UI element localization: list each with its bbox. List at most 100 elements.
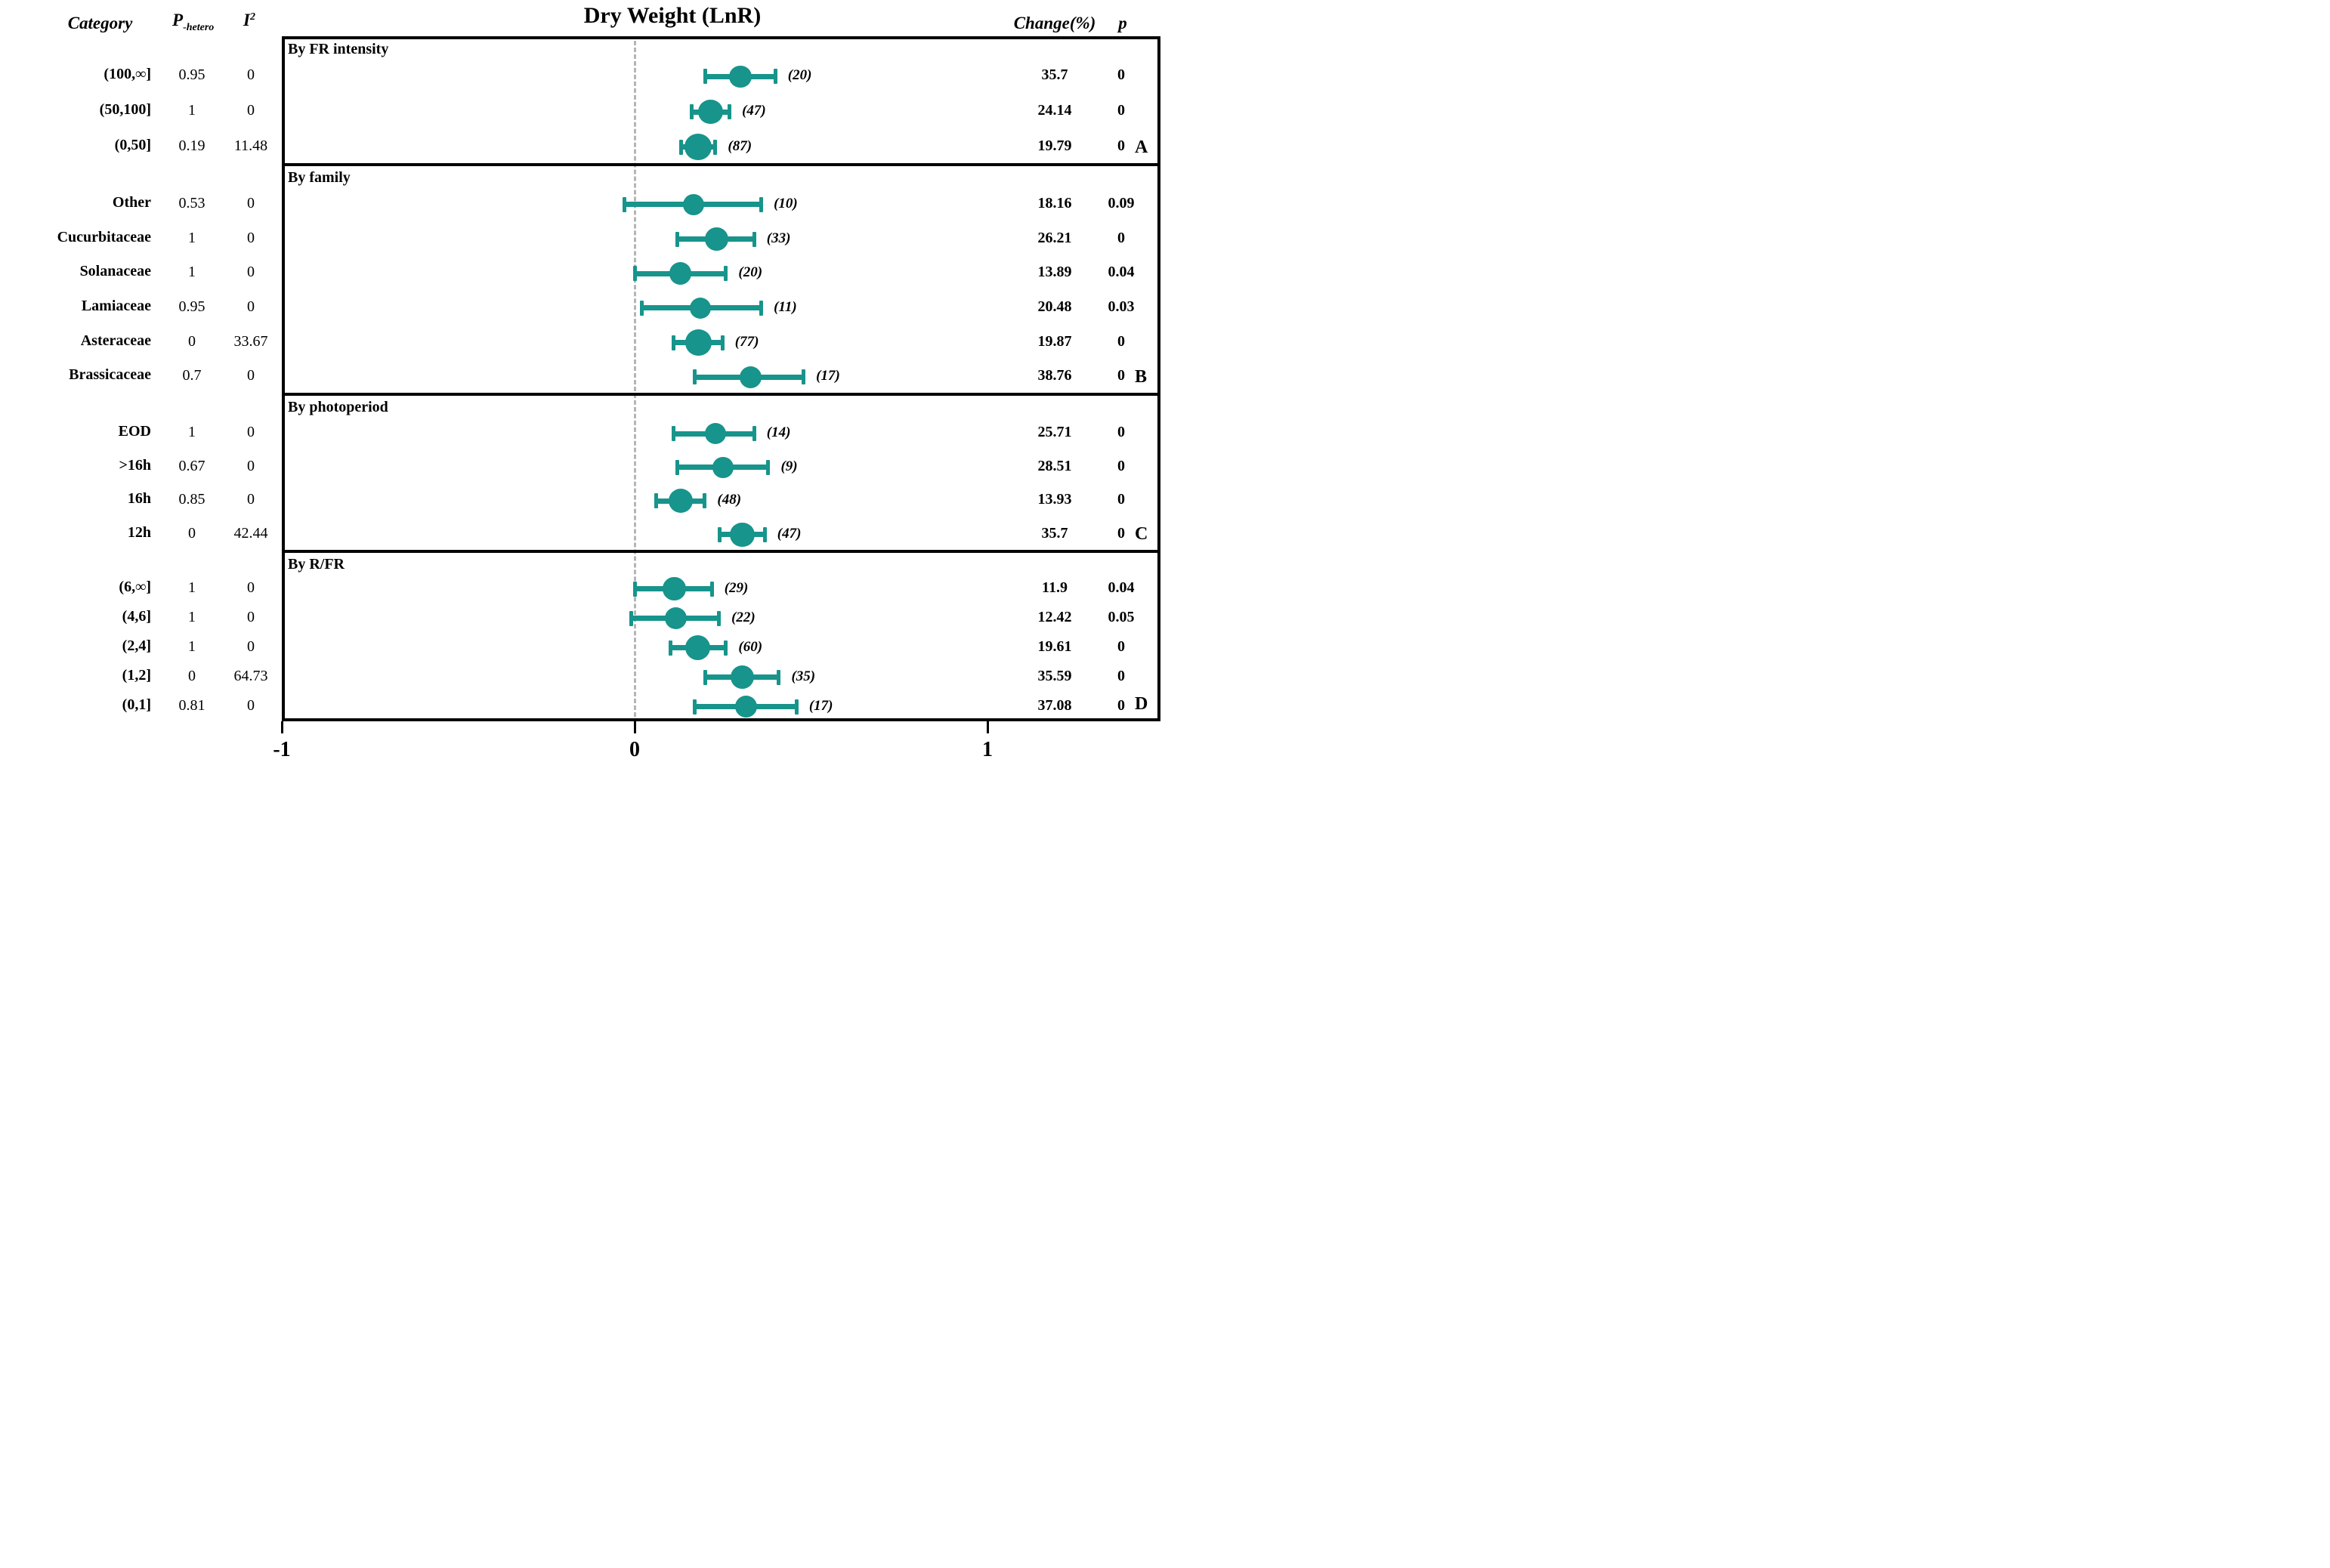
study-count-label: (35) <box>791 668 816 684</box>
ci-cap-right <box>759 196 764 212</box>
effect-size-marker <box>684 634 711 661</box>
effect-size-marker <box>664 607 688 630</box>
change-percent-value: 35.7 <box>1041 524 1068 542</box>
category-label: (0,1] <box>122 696 151 713</box>
p-hetero-value: 0 <box>188 524 196 542</box>
section-label-c: By photoperiod <box>288 399 388 415</box>
i2-value: 0 <box>247 298 255 315</box>
effect-size-marker <box>730 665 754 690</box>
p-value: 0 <box>1117 102 1125 119</box>
change-percent-value: 24.14 <box>1037 102 1072 119</box>
category-label: EOD <box>118 423 151 440</box>
effect-size-marker <box>712 456 734 478</box>
ci-cap-right <box>773 69 777 85</box>
p-value: 0.03 <box>1108 298 1135 315</box>
ci-cap-left <box>672 335 676 350</box>
p-hetero-value: 0 <box>188 332 196 350</box>
panel-letter-b: B <box>1135 367 1148 387</box>
panel-divider <box>282 550 1160 553</box>
category-label: Cucurbitaceae <box>57 228 151 245</box>
category-label: (4,6] <box>122 607 151 625</box>
ci-cap-right <box>720 335 725 350</box>
ci-cap-right <box>713 139 718 155</box>
category-label: (50,100] <box>99 101 151 118</box>
p-hetero-value: 1 <box>188 579 196 596</box>
study-count-label: (77) <box>734 333 759 350</box>
ci-cap-right <box>759 300 764 316</box>
p-value: 0 <box>1117 637 1125 655</box>
ci-cap-left <box>689 104 694 119</box>
p-value: 0 <box>1117 332 1125 350</box>
change-percent-value: 25.71 <box>1037 424 1072 441</box>
study-count-label: (22) <box>731 609 756 625</box>
i2-value: 0 <box>247 424 255 441</box>
ci-cap-left <box>633 266 637 282</box>
p-value: 0 <box>1117 667 1125 684</box>
forest-plot-figure: Category P-hetero I2 Dry Weight (LnR) Ch… <box>0 0 1165 784</box>
effect-size-marker <box>669 262 692 285</box>
effect-size-marker <box>705 227 729 251</box>
section-label-a: By FR intensity <box>288 41 389 57</box>
category-label: Solanaceae <box>79 263 151 280</box>
panel-letter-a: A <box>1135 137 1148 157</box>
p-hetero-value: 1 <box>188 424 196 441</box>
change-percent-value: 26.21 <box>1037 229 1072 246</box>
i2-value: 0 <box>247 491 255 508</box>
ci-cap-right <box>717 610 722 626</box>
column-header-category: Category <box>67 14 133 32</box>
change-percent-value: 13.93 <box>1037 491 1072 508</box>
ci-cap-left <box>718 526 722 542</box>
column-header-change: Change(%) <box>1013 14 1096 32</box>
change-percent-value: 20.48 <box>1037 298 1072 315</box>
ci-cap-left <box>633 581 637 597</box>
i2-value: 0 <box>247 66 255 84</box>
p-hetero-value: 0.95 <box>178 66 205 84</box>
ci-cap-right <box>752 231 756 247</box>
ci-cap-left <box>640 300 644 316</box>
i2-value: 0 <box>247 608 255 625</box>
p-hetero-value: 1 <box>188 608 196 625</box>
change-percent-value: 11.9 <box>1042 579 1068 596</box>
study-count-label: (47) <box>777 525 802 542</box>
i2-value: 0 <box>247 264 255 281</box>
ci-cap-left <box>668 640 672 656</box>
p-value: 0.04 <box>1108 264 1135 281</box>
panel-letter-c: C <box>1135 524 1148 544</box>
x-axis: -1 0 1 <box>0 0 1165 784</box>
section-label-b: By family <box>288 169 351 186</box>
change-percent-value: 37.08 <box>1037 696 1072 714</box>
study-count-label: (14) <box>766 424 791 441</box>
ci-cap-right <box>724 640 728 656</box>
i2-value: 0 <box>247 102 255 119</box>
effect-size-marker <box>668 489 693 514</box>
i2-value: 0 <box>247 637 255 655</box>
p-hetero-value: 0.53 <box>178 194 205 211</box>
ci-cap-left <box>675 231 680 247</box>
i2-value: 0 <box>247 229 255 246</box>
ci-cap-right <box>802 369 806 385</box>
p-value: 0 <box>1117 491 1125 508</box>
rows-layer: By FR intensity A (100,∞] 0.95 0 (20) 35.7 0 (50… <box>0 0 1165 784</box>
effect-size-marker <box>689 297 711 319</box>
change-percent-value: 35.7 <box>1041 66 1068 84</box>
ci-cap-right <box>766 459 771 475</box>
i2-value: 0 <box>247 194 255 211</box>
ci-cap-right <box>762 526 767 542</box>
x-axis-tick-label: -1 <box>273 738 291 761</box>
change-percent-value: 19.79 <box>1037 137 1072 154</box>
p-hetero-main: P <box>172 11 184 29</box>
effect-size-marker <box>734 696 757 718</box>
p-value: 0.09 <box>1108 194 1135 211</box>
study-count-label: (10) <box>774 195 798 211</box>
ci-cap-left <box>693 369 697 385</box>
change-percent-value: 19.61 <box>1037 637 1072 655</box>
ci-cap-right <box>724 266 728 282</box>
i2-main: I <box>243 11 250 29</box>
study-count-label: (17) <box>816 368 840 384</box>
i2-superscript: 2 <box>249 11 255 23</box>
p-hetero-value: 1 <box>188 637 196 655</box>
ci-cap-left <box>693 699 697 715</box>
p-value: 0.05 <box>1108 608 1135 625</box>
i2-value: 0 <box>247 367 255 384</box>
category-label: 16h <box>127 490 151 508</box>
